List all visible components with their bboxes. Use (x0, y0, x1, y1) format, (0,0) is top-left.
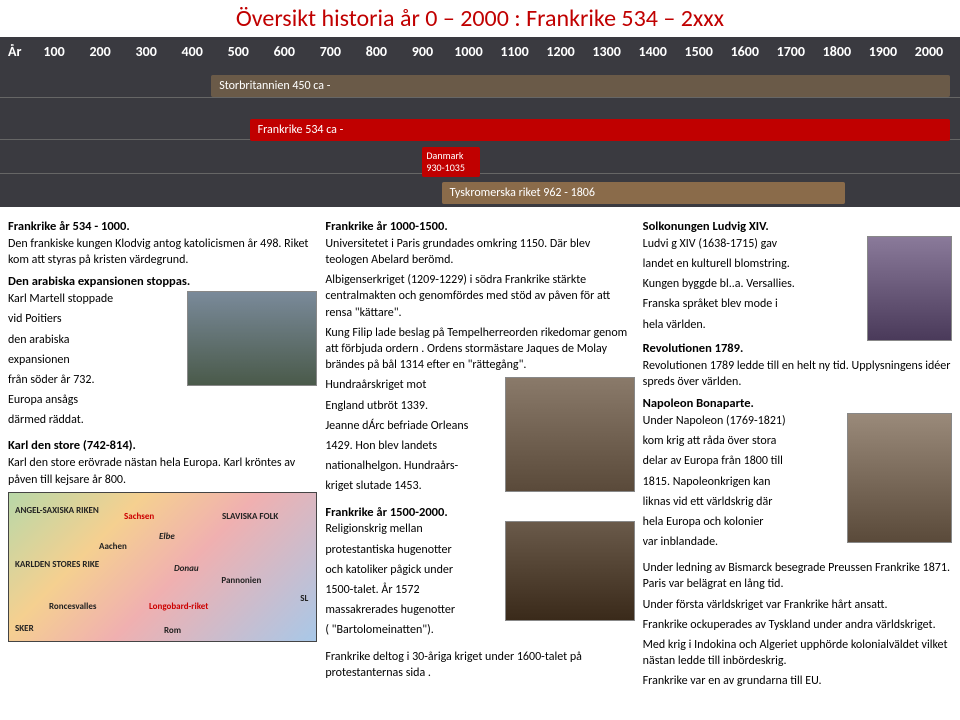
col1-p3: Karl den store erövrade nästan hela Euro… (8, 455, 317, 487)
col3-p5: Under första världskriget var Frankrike … (643, 597, 952, 613)
col1-p1: Den frankiske kungen Klodvig antog katol… (8, 236, 317, 268)
map-label: Pannonien (221, 575, 261, 587)
timeline-year: 1400 (630, 43, 676, 60)
jeanne-darc-image (505, 377, 635, 492)
col2-p2: Albigenserkriget (1209-1229) i södra Fra… (325, 272, 634, 321)
timeline-year: 1300 (584, 43, 630, 60)
col3-h3: Napoleon Bonaparte. (643, 396, 952, 413)
col3-p4: Under ledning av Bismarck besegrade Preu… (643, 560, 952, 592)
col2-p1: Universitetet i Paris grundades omkring … (325, 236, 634, 268)
col2-h2: Frankrike år 1500-2000. (325, 505, 634, 522)
col3-p2: Revolutionen 1789 ledde till en helt ny … (643, 358, 952, 390)
timeline-year: 1900 (860, 43, 906, 60)
timeline-divider (0, 97, 960, 98)
map-label: SLAVISKA FOLK (222, 511, 278, 523)
map-label: Sachsen (124, 511, 154, 523)
col3-h2: Revolutionen 1789. (643, 341, 952, 358)
bartholomew-image (505, 521, 635, 621)
napoleon-image (847, 413, 952, 543)
column-3: Solkonungen Ludvig XIV. Ludvi g XIV (163… (643, 213, 952, 694)
louis-xiv-image (867, 236, 952, 341)
timeline-year: 500 (215, 43, 261, 60)
page-title: Översikt historia år 0 – 2000 : Frankrik… (0, 0, 960, 37)
map-label: ANGEL-SAXISKA RIKEN (15, 505, 99, 517)
map-label: Elbe (159, 531, 175, 543)
timeline-year: 200 (77, 43, 123, 60)
timeline-year: 400 (169, 43, 215, 60)
map-label: SL (300, 593, 308, 605)
map-label: Roncesvalles (49, 601, 96, 613)
year-label: År (8, 43, 31, 60)
timeline-bar: Danmark 930-1035 (422, 147, 480, 177)
col1-p2g: därmed räddat. (8, 412, 317, 428)
timeline-year: 1700 (768, 43, 814, 60)
col3-p7: Med krig i Indokina och Algeriet upphörd… (643, 637, 952, 669)
timeline-year: 1000 (445, 43, 491, 60)
europe-map: ANGEL-SAXISKA RIKEN Sachsen SLAVISKA FOL… (8, 492, 317, 642)
timeline-year: 1600 (722, 43, 768, 60)
timeline-year: 1100 (492, 43, 538, 60)
timeline-year: 1200 (538, 43, 584, 60)
col2-p3: Kung Filip lade beslag på Tempelherreord… (325, 325, 634, 374)
timeline-year: 100 (31, 43, 77, 60)
map-label: Donau (174, 563, 199, 575)
col2-h1: Frankrike år 1000-1500. (325, 219, 634, 236)
timeline-year: 1500 (676, 43, 722, 60)
col2-p5f: ( "Bartolomeinatten"). (325, 622, 634, 638)
poitiers-image (187, 291, 317, 386)
column-2: Frankrike år 1000-1500. Universitetet i … (325, 213, 634, 694)
timeline-year: 900 (399, 43, 445, 60)
timeline-year: 800 (353, 43, 399, 60)
map-label: Longobard-riket (149, 601, 208, 613)
timeline-divider (0, 173, 960, 174)
column-1: Frankrike år 534 - 1000. Den frankiske k… (8, 213, 317, 694)
timeline-bar: Frankrike 534 ca - (250, 119, 951, 141)
col1-h1: Frankrike år 534 - 1000. (8, 219, 317, 236)
timeline-year: 300 (123, 43, 169, 60)
map-label: Rom (164, 625, 181, 637)
col2-p6: Frankrike deltog i 30-åriga kriget under… (325, 649, 634, 681)
timeline-year-row: År 1002003004005006007008009001000110012… (0, 37, 960, 62)
timeline-bar: Tyskromerska riket 962 - 1806 (442, 182, 845, 204)
timeline-year: 2000 (906, 43, 952, 60)
col1-p2f: Europa ansågs (8, 392, 317, 408)
timeline-bar: Storbritannien 450 ca - (211, 75, 950, 97)
col3-p6: Frankrike ockuperades av Tyskland under … (643, 617, 952, 633)
timeline-year: 600 (261, 43, 307, 60)
col3-p8: Frankrike var en av grundarna till EU. (643, 673, 952, 689)
timeline-year: 700 (307, 43, 353, 60)
map-label: KARLDEN STORES RIKE (15, 559, 99, 571)
map-label: Aachen (99, 541, 127, 553)
col3-h1: Solkonungen Ludvig XIV. (643, 219, 952, 236)
col1-h2: Den arabiska expansionen stoppas. (8, 274, 317, 291)
content-columns: Frankrike år 534 - 1000. Den frankiske k… (0, 207, 960, 700)
timeline-year: 1800 (814, 43, 860, 60)
col1-h3: Karl den store (742-814). (8, 438, 317, 455)
timeline-chart: År 1002003004005006007008009001000110012… (0, 37, 960, 207)
map-label: SKER (15, 623, 34, 635)
